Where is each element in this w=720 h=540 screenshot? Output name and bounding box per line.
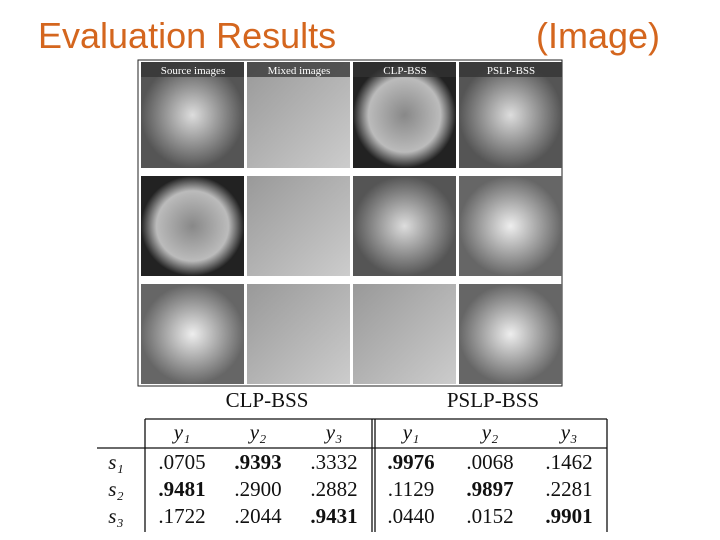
table-cell: .9393 bbox=[234, 450, 281, 474]
image-cell bbox=[247, 284, 350, 384]
table-cell: .1462 bbox=[545, 450, 592, 474]
table-cell: .1722 bbox=[158, 504, 205, 528]
column-header: y₁ bbox=[172, 420, 191, 444]
column-caption: Source images bbox=[161, 65, 225, 77]
image-cell bbox=[353, 284, 456, 384]
image-cell bbox=[459, 284, 562, 384]
table-cell: .9897 bbox=[466, 477, 513, 501]
column-header: y₃ bbox=[559, 420, 578, 444]
table-cell: .3332 bbox=[310, 450, 357, 474]
table-cell: .2044 bbox=[234, 504, 282, 528]
table-cell: .2900 bbox=[234, 477, 281, 501]
column-caption: Mixed images bbox=[268, 65, 331, 77]
table-cell: .9431 bbox=[310, 504, 357, 528]
image-cell bbox=[459, 62, 562, 168]
caption-bg bbox=[141, 62, 244, 77]
column-caption: CLP-BSS bbox=[383, 65, 426, 77]
column-caption: PSLP-BSS bbox=[487, 65, 535, 77]
image-cell bbox=[459, 176, 562, 276]
caption-bg bbox=[459, 62, 562, 77]
table-cell: .0705 bbox=[158, 450, 205, 474]
group-label: PSLP-BSS bbox=[447, 388, 539, 412]
group-label: CLP-BSS bbox=[226, 388, 309, 412]
image-cell bbox=[141, 62, 244, 168]
table-cell: .2281 bbox=[545, 477, 592, 501]
table-cell: .0152 bbox=[466, 504, 513, 528]
table-cell: .9976 bbox=[387, 450, 434, 474]
image-cell bbox=[141, 284, 244, 384]
table-cell: .0440 bbox=[387, 504, 434, 528]
image-cell bbox=[247, 62, 350, 168]
slide-subtitle: (Image) bbox=[536, 15, 660, 56]
column-header: y₂ bbox=[480, 420, 499, 444]
image-cell bbox=[141, 176, 244, 276]
table-cell: .1129 bbox=[388, 477, 434, 501]
table-cell: .0068 bbox=[466, 450, 513, 474]
image-cell bbox=[247, 176, 350, 276]
column-header: y₂ bbox=[248, 420, 267, 444]
row-label: s₃ bbox=[108, 504, 123, 528]
row-label: s₁ bbox=[108, 450, 123, 474]
column-header: y₁ bbox=[401, 420, 420, 444]
row-label: s₂ bbox=[108, 477, 123, 501]
column-header: y₃ bbox=[324, 420, 343, 444]
caption-bg bbox=[353, 62, 456, 77]
image-cell bbox=[353, 176, 456, 276]
caption-bg bbox=[247, 62, 350, 77]
image-cell bbox=[353, 62, 456, 168]
slide-title: Evaluation Results bbox=[38, 15, 336, 56]
table-cell: .9901 bbox=[545, 504, 592, 528]
table-cell: .2882 bbox=[310, 477, 357, 501]
table-cell: .9481 bbox=[158, 477, 205, 501]
